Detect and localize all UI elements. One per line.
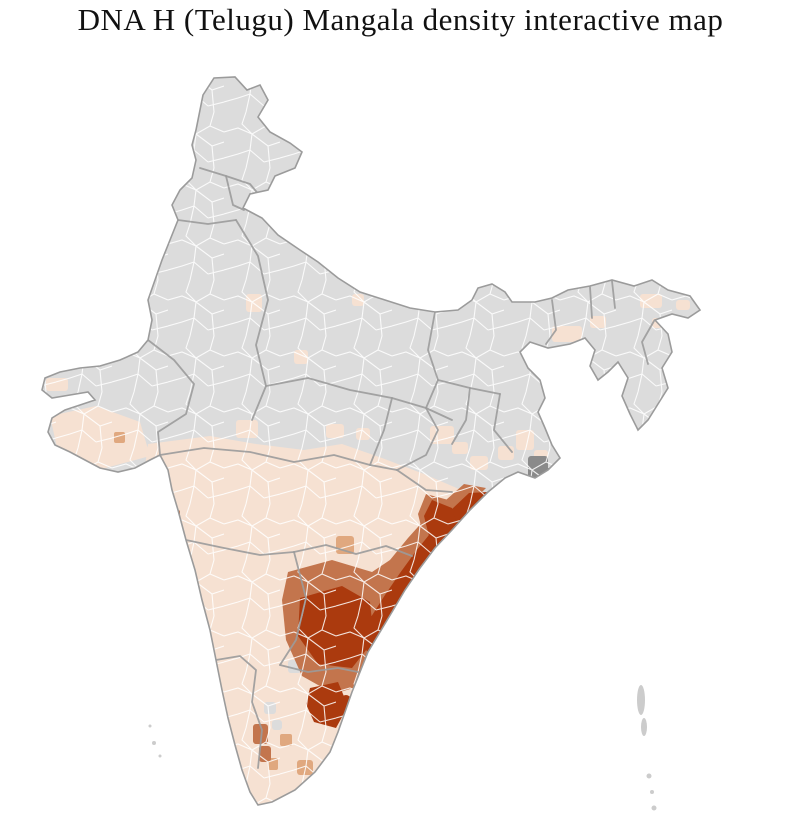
lakshadweep-island	[152, 741, 156, 745]
district-patch[interactable]	[169, 530, 180, 546]
nicobar-island	[651, 805, 657, 811]
district-patch[interactable]	[570, 348, 582, 358]
lakshadweep-island	[148, 724, 152, 728]
india-outline	[41, 76, 702, 806]
district-grid-overlay	[42, 77, 700, 805]
page-title: DNA H (Telugu) Mangala density interacti…	[77, 2, 724, 37]
lakshadweep-island	[158, 754, 162, 758]
andaman-island	[641, 718, 647, 736]
andaman-island	[637, 685, 645, 715]
district-patch[interactable]	[152, 468, 162, 480]
nicobar-island	[646, 773, 652, 779]
district-patch[interactable]	[177, 554, 186, 568]
islands	[148, 685, 657, 811]
nicobar-island	[650, 790, 654, 794]
state-borders	[147, 167, 655, 769]
